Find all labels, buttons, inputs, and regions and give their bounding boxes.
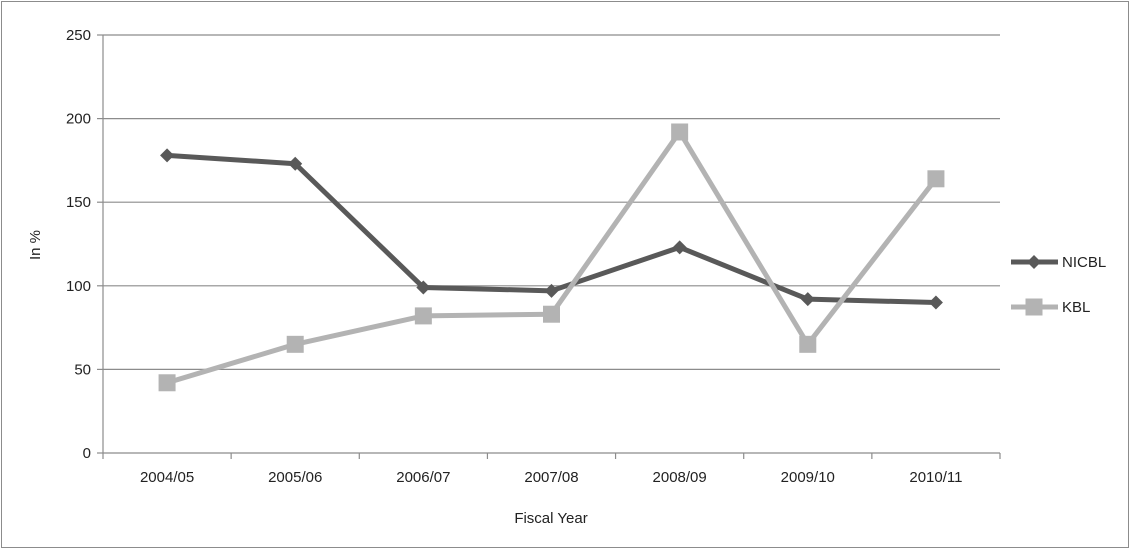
x-tick-label: 2006/07 [396, 469, 450, 486]
series-nicbl [160, 148, 943, 310]
x-axis-title: Fiscal Year [514, 510, 587, 527]
legend-entry: NICBL [1011, 254, 1106, 271]
data-point [800, 292, 815, 307]
y-tick-label: 50 [74, 361, 91, 378]
data-point [672, 240, 687, 255]
x-tick-labels: 2004/05 2005/06 2006/07 2007/08 2008/09 2009/… [140, 469, 963, 486]
series-group [158, 123, 945, 392]
y-tick-label: 250 [66, 27, 91, 44]
data-point [158, 374, 176, 392]
data-point [928, 295, 943, 310]
legend-entry: KBL [1011, 298, 1090, 316]
legend-label: KBL [1062, 299, 1090, 316]
x-tick-label: 2005/06 [268, 469, 322, 486]
axes [97, 34, 1001, 459]
y-tick-labels: 0 50 100 150 200 250 [66, 27, 91, 462]
data-point [1025, 298, 1043, 316]
x-tick-label: 2009/10 [781, 469, 835, 486]
data-point [543, 305, 560, 323]
data-point [414, 307, 432, 325]
data-point [671, 123, 689, 141]
series-line [166, 152, 936, 306]
series-kbl [158, 123, 945, 392]
y-tick-label: 100 [66, 278, 91, 295]
y-tick-label: 0 [83, 445, 91, 462]
x-tick-label: 2010/11 [909, 469, 962, 486]
data-point [927, 170, 945, 188]
y-tick-label: 150 [66, 194, 91, 211]
data-point [799, 335, 817, 353]
y-axis-title: In % [27, 230, 44, 260]
data-point [416, 280, 431, 295]
legend: NICBL KBL [1011, 254, 1106, 316]
series-line [166, 129, 938, 386]
data-point [286, 335, 304, 353]
data-point [1027, 255, 1041, 269]
y-tick-label: 200 [66, 111, 91, 128]
data-point [160, 148, 175, 163]
x-tick-label: 2007/08 [524, 469, 578, 486]
x-tick-label: 2004/05 [140, 469, 194, 486]
data-point [544, 283, 559, 298]
data-point [288, 156, 303, 171]
legend-label: NICBL [1062, 254, 1106, 271]
x-tick-label: 2008/09 [653, 469, 707, 486]
